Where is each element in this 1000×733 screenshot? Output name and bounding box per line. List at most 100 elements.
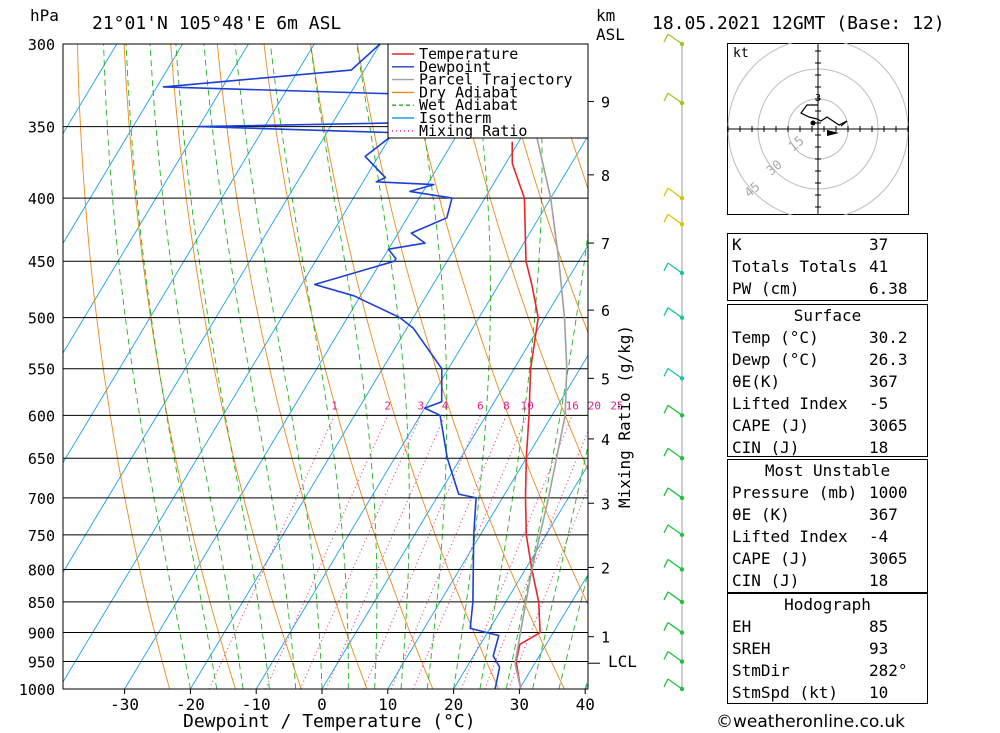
wind-barb-staff [667,622,683,634]
pressure-tick-label: 1000 [19,681,55,699]
axis-ticks: 3003504004505005506006507007508008509009… [19,36,610,714]
mixing-ratio-tick-label: 3 [417,399,424,412]
surface-cape-value: 3065 [869,416,908,435]
wind-barb-flag [663,92,669,102]
mu-cin-label: CIN (J) [732,571,800,590]
legend-label: Wet Adiabat [419,96,518,114]
surface-cin-value: 18 [869,438,889,457]
wind-barb-dot [679,630,685,635]
km-axis-label: km [596,6,615,25]
series-parcel-trajectory [514,44,568,689]
km-tick-label: 3 [601,495,610,513]
isotherm-line [387,354,588,689]
wind-barb-staff [667,213,683,225]
hodograph-axis-ticks [727,50,909,208]
asl-label: ASL [596,25,625,44]
isobar-lines [63,43,588,690]
row-mu-theta-e: θE (K) 367 [728,504,927,526]
mu-cin-value: 18 [869,571,889,590]
wind-barb-staff [667,92,683,104]
copyright-link[interactable]: ©weatheronline.co.uk [716,712,906,732]
wind-barb-staff [667,33,683,45]
surface-cape-label: CAPE (J) [732,416,810,435]
legend-label: Isotherm [419,109,491,127]
row-stmdir: StmDir 282° [728,660,927,682]
mixing-ratio-tick-label: 4 [442,399,449,412]
pressure-tick-label: 300 [28,36,55,54]
km-tick-label: 2 [601,559,610,577]
isotherm-line [63,44,183,245]
row-totals-totals: Totals Totals 41 [728,256,927,278]
mixing-ratio-axis-title: Mixing Ratio (g/kg) [615,325,634,508]
datetime-label: 18.05.2021 12GMT (Base: 12) [652,13,945,34]
hodograph-params-panel: Hodograph EH 85 SREH 93 StmDir 282° StmSpd … [727,593,928,704]
eh-value: 85 [869,617,889,636]
surface-theta-e-label: θE(K) [732,372,781,391]
row-surface-li: Lifted Index -5 [728,393,927,415]
x-axis-title: Dewpoint / Temperature (°C) [183,711,476,732]
hodograph-storm-motion-dot [810,120,816,126]
k-label: K [732,235,742,254]
wet-adiabat-line [203,44,297,689]
wind-barb-staff [667,187,683,199]
indices-panel: K 37 Totals Totals 41 PW (cm) 6.38 [727,233,928,301]
sreh-value: 93 [869,639,889,658]
wind-barb-staff [667,558,683,570]
dry-adiabat-line [263,44,434,689]
pressure-tick-label: 850 [28,594,55,612]
isotherm-line [63,44,249,354]
wind-barb-staff [667,404,683,416]
pressure-tick-label: 450 [28,253,55,271]
mu-theta-e-label: θE (K) [732,505,790,524]
pressure-tick-label: 750 [28,527,55,545]
isotherm-line [63,44,315,464]
legend-box [387,43,589,139]
hodograph: kt 15 30 45 3 [727,43,909,215]
wind-barb-dot [679,413,685,418]
wind-barb-dot [679,41,685,47]
hodo-params-title: Hodograph [784,595,871,614]
wet-adiabat-line [125,44,218,689]
isotherm-line [255,135,588,689]
wind-barb-flag [663,678,669,688]
wind-barb-dot [679,686,685,692]
most-unstable-panel: Most Unstable Pressure (mb) 1000 θE (K) 36… [727,459,928,593]
row-stmspd: StmSpd (kt) 10 [728,682,927,704]
isotherm-line [63,44,447,683]
surface-panel: Surface Temp (°C) 30.2 Dewp (°C) 26.3 θE(K… [727,304,928,457]
surface-li-label: Lifted Index [732,394,848,413]
wind-barb-staff [667,262,683,274]
pressure-tick-label: 700 [28,490,55,508]
wind-barb-dot [679,222,685,227]
pw-value: 6.38 [869,279,908,298]
wet-adiabat-line [356,44,410,689]
mixing-ratio-line [390,415,507,689]
row-surface-cape: CAPE (J) 3065 [728,415,927,437]
isotherm-line [453,464,588,689]
pressure-tick-label: 800 [28,561,55,579]
mu-li-value: -4 [869,527,889,546]
wind-barb-dot [679,495,685,501]
x-tick-label: 40 [576,695,595,714]
pressure-tick-label: 950 [28,654,55,672]
mixing-ratio-labels: 1 2 3 4 6 8 10 16 20 25 [331,399,623,412]
stmdir-value: 282° [869,661,908,680]
mixing-ratio-line [363,415,481,689]
km-tick-label: 1 [601,629,610,647]
series-dewpoint [162,44,501,689]
mu-cape-value: 3065 [869,549,908,568]
wind-barb-flag [663,262,669,272]
hodograph-trace-tail [840,120,848,127]
dry-adiabat-line [216,44,368,689]
mixing-ratio-tick-label: 20 [588,399,601,412]
hodograph-arrow-icon [827,130,839,136]
pw-label: PW (cm) [732,279,800,298]
pressure-tick-label: 550 [28,361,55,379]
mu-li-label: Lifted Index [732,527,848,546]
hpa-axis-label: hPa [30,6,59,25]
surface-theta-e-value: 367 [869,372,898,391]
wind-barb-flag [663,187,669,197]
legend-label: Dewpoint [419,58,491,76]
